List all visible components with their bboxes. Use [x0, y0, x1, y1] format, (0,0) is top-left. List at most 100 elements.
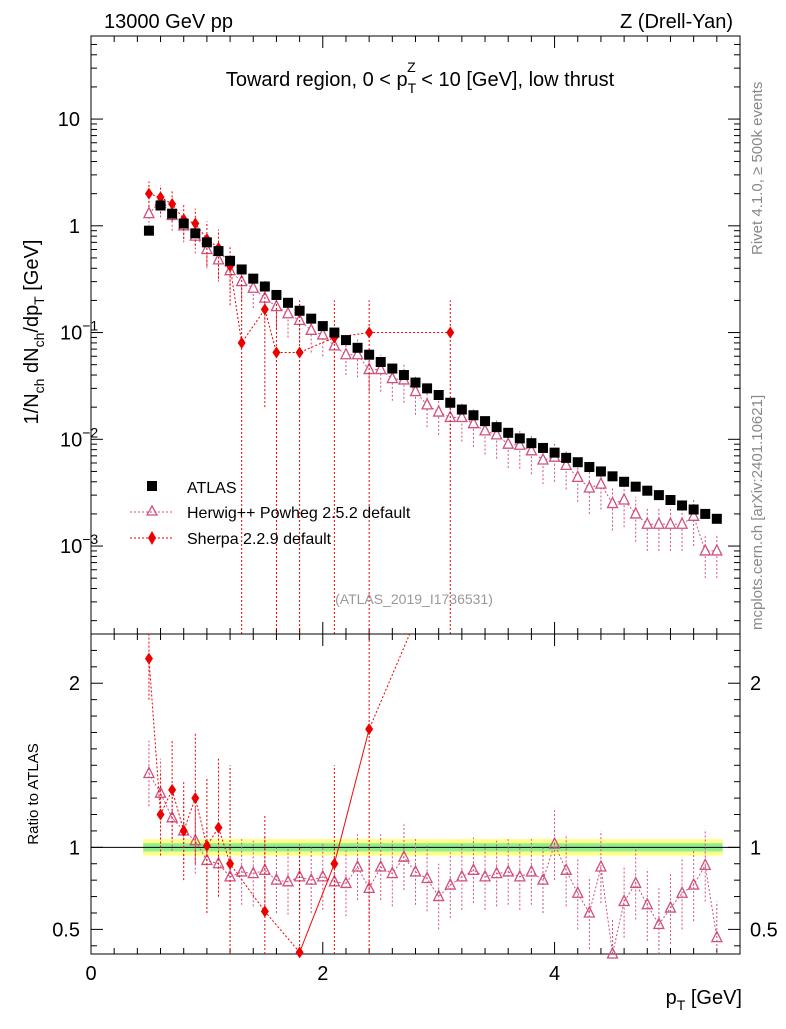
- sherpa-point: [446, 326, 455, 339]
- atlas-point: [514, 433, 525, 444]
- ratio-herwig-point: [710, 930, 723, 943]
- atlas-point: [225, 255, 236, 266]
- atlas-point: [642, 485, 653, 496]
- herwig-point: [432, 404, 445, 417]
- ratio-ylabel: Ratio to ATLAS: [25, 743, 42, 844]
- ratio-herwig-point: [618, 894, 631, 907]
- ratio-herwig-point: [467, 862, 480, 875]
- herwig-point: [467, 416, 480, 429]
- main-ytick-label: 1: [69, 216, 80, 238]
- legend-item-sherpa: Sherpa 2.2.9 default: [130, 531, 332, 548]
- herwig-point: [247, 280, 260, 293]
- herwig-point: [560, 457, 573, 471]
- atlas-point: [677, 500, 688, 511]
- header-left: 13000 GeV pp: [104, 11, 233, 33]
- atlas-point: [329, 327, 340, 338]
- ratio-herwig-point: [687, 877, 700, 890]
- ratio-sherpa-point: [260, 905, 269, 918]
- atlas-point: [456, 404, 467, 415]
- ratio-sherpa-point: [295, 946, 304, 959]
- herwig-point: [316, 327, 329, 340]
- ratio-ytick-label-right: 1: [750, 837, 761, 859]
- herwig-point: [699, 543, 712, 556]
- ratio-herwig-point: [397, 849, 410, 862]
- legend-marker-sherpa: [148, 531, 156, 545]
- atlas-point: [190, 228, 201, 239]
- herwig-point: [618, 492, 631, 505]
- atlas-point: [387, 363, 398, 374]
- atlas-point: [306, 313, 317, 324]
- ratio-sherpa-point: [226, 857, 235, 870]
- ratio-sherpa-point: [214, 821, 223, 834]
- ratio-sherpa-line: [148, 658, 370, 954]
- herwig-point: [293, 312, 306, 326]
- herwig-point: [594, 476, 607, 489]
- herwig-point: [502, 436, 515, 449]
- atlas-point: [167, 208, 178, 219]
- herwig-point: [351, 347, 364, 360]
- atlas-point: [236, 264, 247, 275]
- legend-item-atlas: ATLAS: [147, 480, 237, 497]
- atlas-point: [364, 349, 375, 360]
- ratio-herwig-point: [444, 877, 457, 890]
- ratio-herwig-point: [351, 859, 364, 872]
- ratio-herwig-point: [478, 869, 492, 882]
- ratio-sherpa-point: [144, 652, 153, 665]
- ratio-herwig-point: [606, 946, 619, 959]
- ratio-ytick-label-left: 0.5: [52, 919, 80, 941]
- main-ytick-label: 10−2: [60, 424, 98, 451]
- legend-marker-atlas: [147, 481, 157, 491]
- ratio-herwig-point: [247, 866, 260, 879]
- ratio-sherpa-point: [191, 792, 200, 805]
- legend-label-sherpa: Sherpa 2.2.9 default: [187, 531, 332, 548]
- ratio-ytick-label-left: 1: [69, 837, 80, 859]
- atlas-point: [700, 508, 711, 519]
- herwig-point: [142, 206, 155, 219]
- ratio-herwig-point: [455, 869, 468, 882]
- main-ytick-label: 10: [58, 109, 80, 131]
- atlas-point: [248, 273, 259, 284]
- ratio-herwig-point: [571, 885, 584, 898]
- ratio-herwig-point: [409, 864, 422, 877]
- herwig-point: [478, 423, 492, 436]
- ratio-herwig-point: [490, 866, 503, 879]
- ratio-herwig-point: [594, 859, 607, 872]
- ratio-sherpa-point: [202, 839, 211, 852]
- ratio-herwig-point: [386, 866, 399, 879]
- ratio-herwig-point: [154, 785, 167, 798]
- main-ytick-label: 10−1: [60, 318, 98, 345]
- rivet-label: Rivet 4.1.0, ≥ 500k events: [749, 82, 766, 255]
- ratio-xtick-label: 0: [85, 963, 96, 985]
- ratio-herwig-point: [536, 872, 550, 885]
- atlas-point: [375, 356, 386, 367]
- atlas-point: [155, 200, 166, 211]
- ratio-ytick-label-right: 0.5: [750, 919, 778, 941]
- ratio-xtick-label: 2: [317, 963, 328, 985]
- sherpa-point: [191, 217, 200, 230]
- ratio-herwig-point: [664, 900, 677, 913]
- ratio-sherpa-point: [156, 808, 165, 821]
- ratio-ytick-label-left: 2: [69, 673, 80, 695]
- ratio-herwig-point: [305, 872, 318, 885]
- ratio-herwig-point: [270, 872, 283, 885]
- ratio-herwig-point: [374, 859, 387, 872]
- sherpa-point: [365, 326, 374, 339]
- atlas-point: [711, 513, 722, 524]
- herwig-point: [490, 427, 503, 440]
- atlas-point: [653, 490, 664, 501]
- atlas-point: [433, 390, 444, 401]
- sherpa-point: [295, 346, 304, 359]
- ratio-herwig-point: [525, 864, 538, 877]
- sherpa-point: [272, 346, 281, 359]
- atlas-point: [537, 442, 548, 453]
- ratio-herwig-point: [629, 875, 642, 889]
- atlas-point: [410, 377, 421, 388]
- ratio-herwig-point: [421, 871, 434, 884]
- ratio-herwig-point: [316, 869, 329, 882]
- main-title: Toward region, 0 < pTZ < 10 [GeV], low t…: [226, 59, 615, 96]
- ratio-herwig-point: [676, 885, 689, 898]
- legend-label-atlas: ATLAS: [187, 480, 237, 497]
- legend: ATLAS Herwig++ Powheg 2.5.2 default Sher…: [130, 480, 411, 548]
- atlas-point: [178, 218, 189, 229]
